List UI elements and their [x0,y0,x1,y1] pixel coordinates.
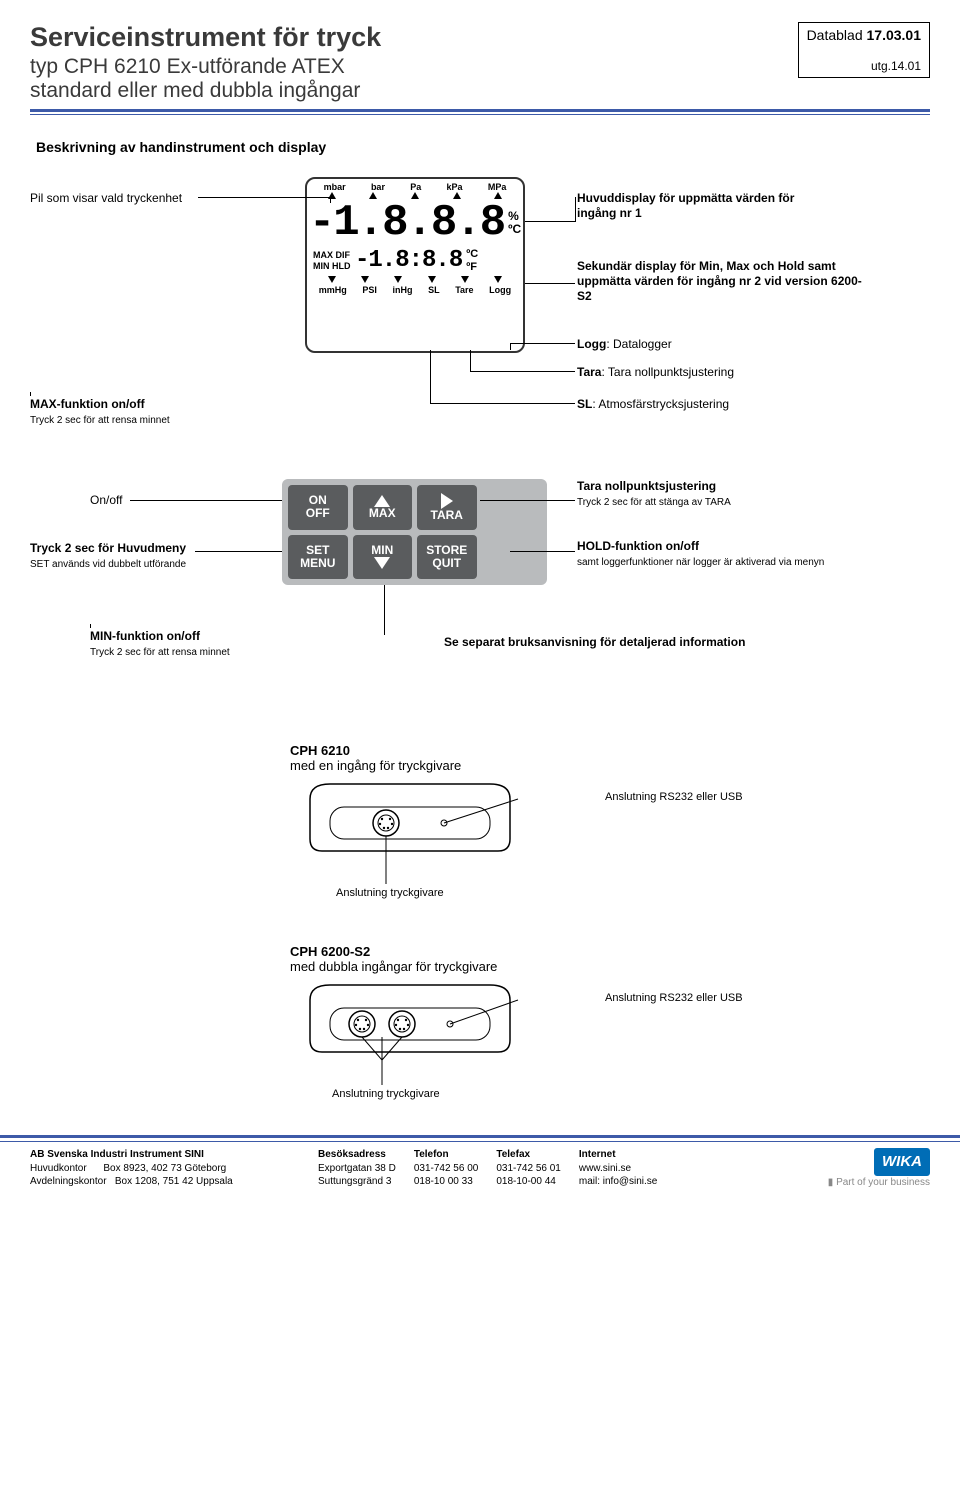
triangle-right-icon [441,493,453,509]
subtitle-2: standard eller med dubbla ingångar [30,79,381,103]
callout-hold: HOLD-funktion on/off samt loggerfunktion… [577,539,827,570]
lcd-mid-c: ºC [466,248,478,260]
lcd-minhld: MIN HLD [313,261,355,272]
callout-separat: Se separat bruksanvisning för detaljerad… [444,635,844,650]
conn1-tg-label: Anslutning tryckgivare [336,887,444,901]
footer-c1-l3: Avdelningskontor Box 1208, 751 42 Uppsal… [30,1175,300,1189]
lcd-mid-f: ºF [466,261,478,273]
conn2-rs-label: Anslutning RS232 eller USB [605,992,743,1006]
datasheet-box: Datablad 17.03.01 utg.14.01 [798,22,930,78]
connector-dual: CPH 6200-S2 med dubbla ingångar för tryc… [290,944,930,1115]
arrow-down-icon [428,276,436,283]
unit-bar: bar [371,182,385,192]
footer-c4-h: Telefax [496,1148,561,1162]
arrow-down-icon [494,276,502,283]
callout-pil: Pil som visar vald tryckenhet [30,191,200,206]
conn1-title: CPH 6210 [290,743,350,758]
conn1-sub: med en ingång för tryckgivare [290,758,461,773]
datablad-label: Datablad [807,27,863,43]
footer-c4-l3: 018-10-00 44 [496,1175,561,1189]
footer-c1-l2: Huvudkontor Box 8923, 402 73 Göteborg [30,1162,300,1176]
footer: AB Svenska Industri Instrument SINI Huvu… [0,1135,960,1202]
callout-tara: Tara: Tara nollpunktsjustering [577,365,827,380]
key-store-quit[interactable]: STOREQUIT [417,535,477,580]
footer-company: AB Svenska Industri Instrument SINI [30,1148,300,1162]
callout-onoff: On/off [90,493,122,508]
connector-single: CPH 6210 med en ingång för tryckgivare A… [290,743,930,914]
callout-sl: SL: Atmosfärstrycksjustering [577,397,827,412]
key-on-off[interactable]: ONOFF [288,485,348,530]
footer-c2-h: Besöksadress [318,1148,396,1162]
footer-c3-l3: 018-10 00 33 [414,1175,479,1189]
unit-sl: SL [428,285,440,295]
arrow-down-icon [361,276,369,283]
conn2-title: CPH 6200-S2 [290,944,370,959]
datablad-num: 17.03.01 [867,27,922,43]
callout-tara2: Tara nollpunktsjustering Tryck 2 sec för… [577,479,827,510]
section-title: Beskrivning av handinstrument och displa… [36,139,930,155]
footer-c2-l3: Suttungsgränd 3 [318,1175,396,1189]
unit-mmhg: mmHg [319,285,347,295]
key-tara[interactable]: TARA [417,485,477,530]
callout-sekundar: Sekundär display för Min, Max och Hold s… [577,259,867,304]
conn1-rs-label: Anslutning RS232 eller USB [605,791,743,805]
footer-c3-l2: 031-742 56 00 [414,1162,479,1176]
unit-inhg: inHg [393,285,413,295]
callout-max: MAX-funktion on/off Tryck 2 sec för att … [30,397,230,428]
unit-tare: Tare [455,285,473,295]
arrow-down-icon [328,276,336,283]
unit-psi: PSI [362,285,377,295]
unit-mpa: MPa [488,182,507,192]
unit-logg: Logg [489,285,511,295]
header-rule-thin [30,114,930,115]
unit-kpa: kPa [447,182,463,192]
wika-slogan: ▮ Part of your business [828,1176,930,1190]
header-rule-thick [30,109,930,112]
footer-c5-l3: mail: info@sini.se [579,1175,658,1189]
unit-mbar: mbar [324,182,346,192]
utg-label: utg.14.01 [807,59,921,73]
unit-pa: Pa [410,182,421,192]
key-min[interactable]: MIN [353,535,413,580]
page-title: Serviceinstrument för tryck [30,22,381,53]
lcd-display: mbar bar Pa kPa MPa -1.8.8.8 % ºC [305,177,525,353]
footer-c5-h: Internet [579,1148,658,1162]
triangle-up-icon [374,495,390,507]
footer-c2-l2: Exportgatan 38 D [318,1162,396,1176]
callout-huvud: Huvuddisplay för uppmätta värden för ing… [577,191,827,221]
callout-min: MIN-funktion on/off Tryck 2 sec för att … [90,629,290,660]
lcd-maxdif: MAX DIF [313,250,355,261]
diagram-area: mbar bar Pa kPa MPa -1.8.8.8 % ºC [30,173,930,743]
conn2-sub: med dubbla ingångar för tryckgivare [290,959,497,974]
lcd-c: ºC [508,223,521,236]
subtitle-1: typ CPH 6210 Ex-utförande ATEX [30,55,381,79]
callout-logg: Logg: Datalogger [577,337,827,352]
lcd-main-digits: -1.8.8.8 [309,201,504,245]
wika-logo: WIKA [874,1148,930,1176]
conn2-tg-label: Anslutning tryckgivare [332,1088,440,1102]
key-set-menu[interactable]: SETMENU [288,535,348,580]
keypad: ONOFF MAX TARA SETMENU MIN STOREQUIT [282,479,547,585]
footer-c5-l2: www.sini.se [579,1162,658,1176]
lcd-mid-digits: -1.8:8.8 [355,247,462,274]
footer-c4-l2: 031-742 56 01 [496,1162,561,1176]
footer-c3-h: Telefon [414,1148,479,1162]
key-max[interactable]: MAX [353,485,413,530]
arrow-down-icon [461,276,469,283]
callout-set: Tryck 2 sec för Huvudmeny SET används vi… [30,541,205,572]
arrow-down-icon [394,276,402,283]
triangle-down-icon [374,557,390,569]
